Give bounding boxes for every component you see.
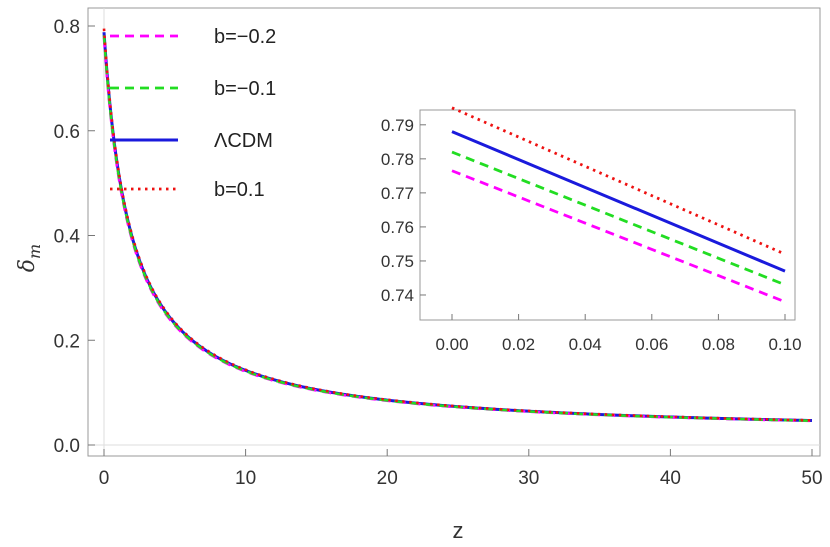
- legend-label: ΛCDM: [214, 130, 273, 152]
- main-x-tick-label: 50: [801, 468, 822, 489]
- main-plot-area: 0 10 20 30 40 50 0.0 0.2 0.4 0.6 0.8: [54, 7, 823, 489]
- main-plot-frame: [87, 7, 821, 457]
- inset-plot-area: 0.00 0.02 0.04 0.06 0.08 0.10 0.740.750.760.7…: [381, 106, 802, 354]
- inset-x-tick-label: 0.04: [569, 335, 602, 354]
- inset-x-tick-label: 0.10: [768, 335, 801, 354]
- main-x-tick-label: 0: [99, 468, 110, 489]
- legend-label: b=−0.2: [214, 26, 276, 48]
- legend-label: b=−0.1: [214, 78, 276, 100]
- inset-y-tick-label: 0.75: [381, 252, 414, 271]
- inset-series-line: [451, 106, 786, 256]
- inset-x-ticks: 0.00 0.02 0.04 0.06 0.08 0.10: [435, 314, 802, 354]
- main-x-tick-label: 10: [235, 468, 256, 489]
- main-y-tick-label: 0.0: [54, 436, 80, 457]
- inset-y-tick-label: 0.78: [381, 150, 414, 169]
- legend-label: b=0.1: [214, 179, 265, 201]
- main-x-ticks: 0 10 20 30 40 50: [99, 449, 823, 489]
- inset-y-tick-label: 0.79: [381, 116, 414, 135]
- main-series-line: [102, 28, 813, 422]
- main-x-tick-label: 20: [377, 468, 398, 489]
- legend: b=−0.2 b=−0.1 ΛCDM b=0.1: [110, 26, 276, 201]
- inset-series-line: [451, 130, 786, 273]
- main-y-ticks: 0.0 0.2 0.4 0.6 0.8: [54, 17, 95, 457]
- inset-series-group: [451, 106, 786, 304]
- main-y-tick-label: 0.6: [54, 122, 80, 143]
- inset-x-tick-label: 0.08: [702, 335, 735, 354]
- inset-y-tick-label: 0.74: [381, 286, 414, 305]
- y-axis-label: δm: [15, 244, 44, 272]
- main-series-group: [102, 28, 813, 423]
- main-x-tick-label: 30: [518, 468, 539, 489]
- y-axis-label-base: δ: [15, 259, 40, 272]
- inset-x-tick-label: 0.00: [435, 335, 468, 354]
- inset-y-ticks: 0.74 0.75 0.76 0.77 0.78 0.79: [381, 116, 426, 305]
- inset-y-tick-label: 0.77: [381, 184, 414, 203]
- main-y-tick-label: 0.2: [54, 331, 80, 352]
- main-x-tick-label: 40: [660, 468, 681, 489]
- inset-y-tick-label: 0.76: [381, 218, 414, 237]
- x-axis-label: z: [453, 518, 464, 543]
- inset-x-tick-label: 0.02: [502, 335, 535, 354]
- inset-x-tick-label: 0.06: [635, 335, 668, 354]
- main-y-tick-label: 0.8: [54, 17, 80, 38]
- y-axis-label-subscript: m: [25, 244, 44, 259]
- main-y-tick-label: 0.4: [54, 227, 81, 248]
